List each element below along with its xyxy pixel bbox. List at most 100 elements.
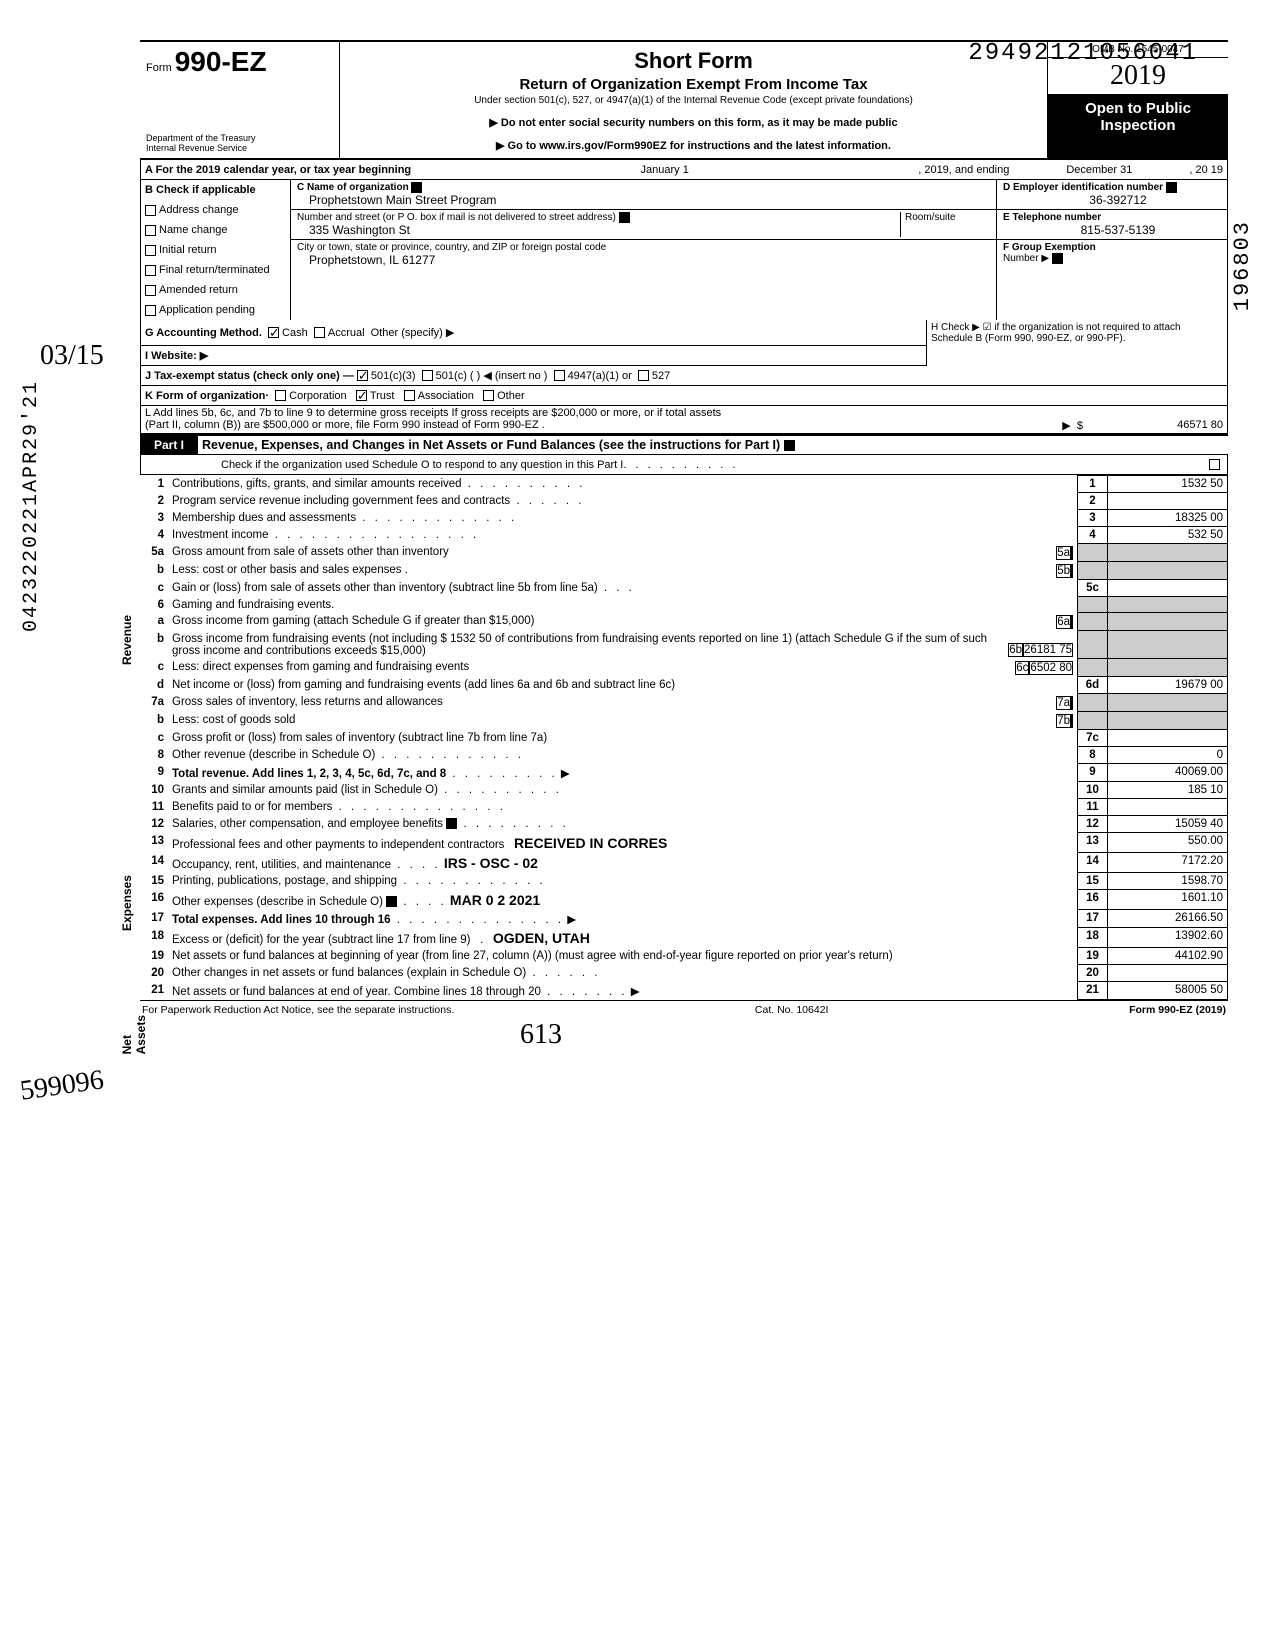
accrual-label: Accrual xyxy=(328,327,365,339)
section-bcdef: B Check if applicable Address change Nam… xyxy=(141,180,1227,320)
stamp-received: RECEIVED IN CORRES xyxy=(514,835,667,851)
line-17: 17Total expenses. Add lines 10 through 1… xyxy=(140,910,1228,928)
ein: 36-392712 xyxy=(1003,193,1221,207)
line-7c: cGross profit or (loss) from sales of in… xyxy=(140,730,1228,747)
line-6b: bGross income from fundraising events (n… xyxy=(140,631,1228,659)
g-label: G Accounting Method. xyxy=(145,327,262,339)
line-g: G Accounting Method. Cash Accrual Other … xyxy=(141,320,927,346)
cash-label: Cash xyxy=(282,327,308,339)
stamp-date: MAR 0 2 2021 xyxy=(450,892,540,908)
chk-trust[interactable] xyxy=(356,390,367,401)
chk-527[interactable] xyxy=(638,370,649,381)
chk-address-label: Address change xyxy=(159,204,239,216)
line-a-mid: , 2019, and ending xyxy=(918,164,1009,176)
b-label: B Check if applicable xyxy=(141,180,290,200)
line-5a: 5aGross amount from sale of assets other… xyxy=(140,544,1228,562)
handwritten-613: 613 xyxy=(520,1019,562,1051)
margin-side: 196803 xyxy=(1230,220,1255,311)
line-8: 8Other revenue (describe in Schedule O) … xyxy=(140,747,1228,764)
line-16: 16Other expenses (describe in Schedule O… xyxy=(140,890,1228,910)
line-6d: dNet income or (loss) from gaming and fu… xyxy=(140,677,1228,694)
help-icon xyxy=(1166,182,1177,193)
line-7a: 7aGross sales of inventory, less returns… xyxy=(140,694,1228,712)
form-prefix: Form xyxy=(146,62,172,74)
chk-schedule-o[interactable] xyxy=(1209,459,1220,470)
j-label: J Tax-exempt status (check only one) — xyxy=(145,370,354,382)
chk-initial-label: Initial return xyxy=(159,244,216,256)
j-c3: 501(c)(3) xyxy=(371,370,416,382)
chk-amended[interactable]: Amended return xyxy=(141,280,290,300)
header-left: Form 990-EZ Department of the Treasury I… xyxy=(140,42,340,158)
line-12: 12Salaries, other compensation, and empl… xyxy=(140,816,1228,833)
room-label: Room/suite xyxy=(900,212,990,237)
j-c: 501(c) ( ) ◀ (insert no ) xyxy=(436,369,548,382)
period-end: December 31 xyxy=(1009,164,1189,176)
period-yr: , 20 19 xyxy=(1189,164,1223,176)
chk-name[interactable]: Name change xyxy=(141,220,290,240)
e-label: E Telephone number xyxy=(1003,212,1101,223)
box-e: E Telephone number 815-537-5139 xyxy=(997,210,1227,240)
box-f: F Group Exemption Number ▶ xyxy=(997,240,1227,266)
chk-accrual[interactable] xyxy=(314,327,325,338)
line-19: 19Net assets or fund balances at beginni… xyxy=(140,948,1228,965)
help-icon xyxy=(784,440,795,451)
line-18: 18Excess or (deficit) for the year (subt… xyxy=(140,928,1228,948)
line-14: 14Occupancy, rent, utilities, and mainte… xyxy=(140,853,1228,873)
form-no: 990-EZ xyxy=(175,46,267,77)
part1-check-label: Check if the organization used Schedule … xyxy=(221,459,623,471)
help-icon xyxy=(386,896,397,907)
footer-right: Form 990-EZ (2019) xyxy=(1129,1004,1226,1016)
line-i: I Website: ▶ xyxy=(141,346,927,366)
chk-assoc[interactable] xyxy=(404,390,415,401)
part1-title: Revenue, Expenses, and Changes in Net As… xyxy=(198,436,784,454)
line-3: 3Membership dues and assessments . . . .… xyxy=(140,510,1228,527)
insp2: Inspection xyxy=(1050,118,1226,135)
col-def: D Employer identification number 36-3927… xyxy=(997,180,1227,320)
title: Short Form xyxy=(348,48,1039,74)
chk-final[interactable]: Final return/terminated xyxy=(141,260,290,280)
footer-catno: Cat. No. 10642I xyxy=(755,1004,829,1016)
d-label: D Employer identification number xyxy=(1003,182,1163,193)
line-2: 2Program service revenue including gover… xyxy=(140,493,1228,510)
city-label: City or town, state or province, country… xyxy=(297,242,606,253)
line-6: 6Gaming and fundraising events. xyxy=(140,597,1228,613)
help-icon xyxy=(446,818,457,829)
subtitle: Return of Organization Exempt From Incom… xyxy=(348,76,1039,93)
line-1: 1Contributions, gifts, grants, and simil… xyxy=(140,476,1228,493)
row-gh: G Accounting Method. Cash Accrual Other … xyxy=(141,320,1227,346)
inspection: Open to Public Inspection xyxy=(1048,95,1228,158)
i-label: I Website: ▶ xyxy=(145,349,208,362)
part1-check: Check if the organization used Schedule … xyxy=(140,455,1228,475)
footer: For Paperwork Reduction Act Notice, see … xyxy=(140,1000,1228,1019)
l-amt: 46571 80 xyxy=(1083,419,1223,432)
chk-corp[interactable] xyxy=(275,390,286,401)
phone: 815-537-5139 xyxy=(1003,223,1221,237)
other-label: Other (specify) ▶ xyxy=(371,326,455,339)
line-15: 15Printing, publications, postage, and s… xyxy=(140,873,1228,890)
l-text1: L Add lines 5b, 6c, and 7b to line 9 to … xyxy=(145,407,1223,419)
dept2: Internal Revenue Service xyxy=(146,144,333,154)
street-label: Number and street (or P O. box if mail i… xyxy=(297,212,616,223)
chk-initial[interactable]: Initial return xyxy=(141,240,290,260)
help-icon xyxy=(619,212,630,223)
line-9: 9Total revenue. Add lines 1, 2, 3, 4, 5c… xyxy=(140,764,1228,782)
line-k: K Form of organization· Corporation Trus… xyxy=(141,386,1227,406)
chk-pending[interactable]: Application pending xyxy=(141,300,290,320)
chk-cash[interactable] xyxy=(268,327,279,338)
form-page: 29492121056041 0423220221APR29'21 03/15 … xyxy=(0,0,1288,1059)
dept: Department of the Treasury Internal Reve… xyxy=(146,134,333,154)
dln: 29492121056041 xyxy=(968,40,1198,67)
line-11: 11Benefits paid to or for members . . . … xyxy=(140,799,1228,816)
chk-address[interactable]: Address change xyxy=(141,200,290,220)
period-begin: January 1 xyxy=(411,164,918,176)
street-row: Number and street (or P O. box if mail i… xyxy=(291,210,996,240)
chk-501c[interactable] xyxy=(422,370,433,381)
line-h: H Check ▶ ☑ if the organization is not r… xyxy=(927,320,1227,346)
chk-501c3[interactable] xyxy=(357,370,368,381)
chk-other[interactable] xyxy=(483,390,494,401)
chk-4947[interactable] xyxy=(554,370,565,381)
side-revenue: Revenue xyxy=(120,615,134,665)
chk-pending-label: Application pending xyxy=(159,304,255,316)
city: Prophetstown, IL 61277 xyxy=(297,253,990,267)
margin-date: 0423220221APR29'21 xyxy=(20,380,43,632)
